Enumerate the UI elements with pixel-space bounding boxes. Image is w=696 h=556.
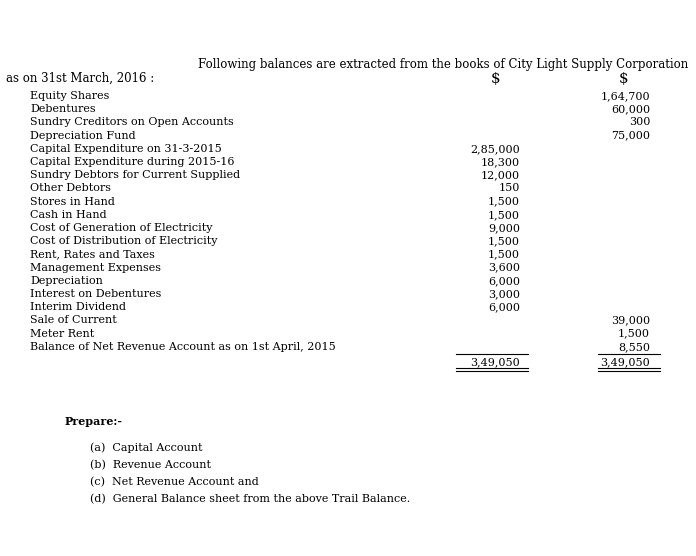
Text: Interest on Debentures: Interest on Debentures: [30, 289, 161, 299]
Text: 150: 150: [498, 183, 520, 193]
Text: Interim Dividend: Interim Dividend: [30, 302, 126, 312]
Text: Depreciation Fund: Depreciation Fund: [30, 131, 136, 141]
Text: (c)  Net Revenue Account and: (c) Net Revenue Account and: [90, 477, 259, 488]
Text: Sale of Current: Sale of Current: [30, 315, 117, 325]
Text: Capital Expenditure on 31-3-2015: Capital Expenditure on 31-3-2015: [30, 144, 222, 154]
Text: 1,500: 1,500: [488, 236, 520, 246]
Text: Capital Expenditure during 2015-16: Capital Expenditure during 2015-16: [30, 157, 235, 167]
Text: 1,500: 1,500: [488, 210, 520, 220]
Text: 1,500: 1,500: [488, 250, 520, 260]
Text: Management Expenses: Management Expenses: [30, 262, 161, 272]
Text: 6,000: 6,000: [488, 276, 520, 286]
Text: Cost of Generation of Electricity: Cost of Generation of Electricity: [30, 223, 212, 233]
Text: 300: 300: [628, 117, 650, 127]
Text: Prepare:-: Prepare:-: [65, 416, 123, 428]
Text: 75,000: 75,000: [611, 131, 650, 141]
Text: 12,000: 12,000: [481, 170, 520, 180]
Text: Stores in Hand: Stores in Hand: [30, 197, 115, 207]
Text: (b)  Revenue Account: (b) Revenue Account: [90, 460, 211, 470]
Text: 3,49,050: 3,49,050: [600, 357, 650, 367]
Text: 18,300: 18,300: [481, 157, 520, 167]
Text: (d)  General Balance sheet from the above Trail Balance.: (d) General Balance sheet from the above…: [90, 494, 410, 505]
Text: 9,000: 9,000: [488, 223, 520, 233]
Text: 60,000: 60,000: [611, 104, 650, 114]
Text: 39,000: 39,000: [611, 315, 650, 325]
Text: $: $: [491, 72, 501, 86]
Text: 1,500: 1,500: [488, 197, 520, 207]
Text: Balance of Net Revenue Account as on 1st April, 2015: Balance of Net Revenue Account as on 1st…: [30, 342, 335, 352]
Text: Sundry Creditors on Open Accounts: Sundry Creditors on Open Accounts: [30, 117, 234, 127]
Text: as on 31st March, 2016 :: as on 31st March, 2016 :: [6, 72, 155, 85]
Text: Following balances are extracted from the books of City Light Supply Corporation: Following balances are extracted from th…: [198, 58, 688, 71]
Text: Equity Shares: Equity Shares: [30, 91, 109, 101]
Text: Sundry Debtors for Current Supplied: Sundry Debtors for Current Supplied: [30, 170, 240, 180]
Text: Cash in Hand: Cash in Hand: [30, 210, 106, 220]
Text: Meter Rent: Meter Rent: [30, 329, 94, 339]
Text: (a)  Capital Account: (a) Capital Account: [90, 443, 203, 453]
Text: Rent, Rates and Taxes: Rent, Rates and Taxes: [30, 250, 155, 260]
Text: Cost of Distribution of Electricity: Cost of Distribution of Electricity: [30, 236, 217, 246]
Text: 6,000: 6,000: [488, 302, 520, 312]
Text: Debentures: Debentures: [30, 104, 95, 114]
Text: $: $: [619, 72, 628, 86]
Text: 2,85,000: 2,85,000: [470, 144, 520, 154]
Text: 1,500: 1,500: [618, 329, 650, 339]
Text: 1,64,700: 1,64,700: [601, 91, 650, 101]
Text: Depreciation: Depreciation: [30, 276, 103, 286]
Text: 3,000: 3,000: [488, 289, 520, 299]
Text: 3,600: 3,600: [488, 262, 520, 272]
Text: 8,550: 8,550: [618, 342, 650, 352]
Text: Other Debtors: Other Debtors: [30, 183, 111, 193]
Text: 3,49,050: 3,49,050: [470, 357, 520, 367]
